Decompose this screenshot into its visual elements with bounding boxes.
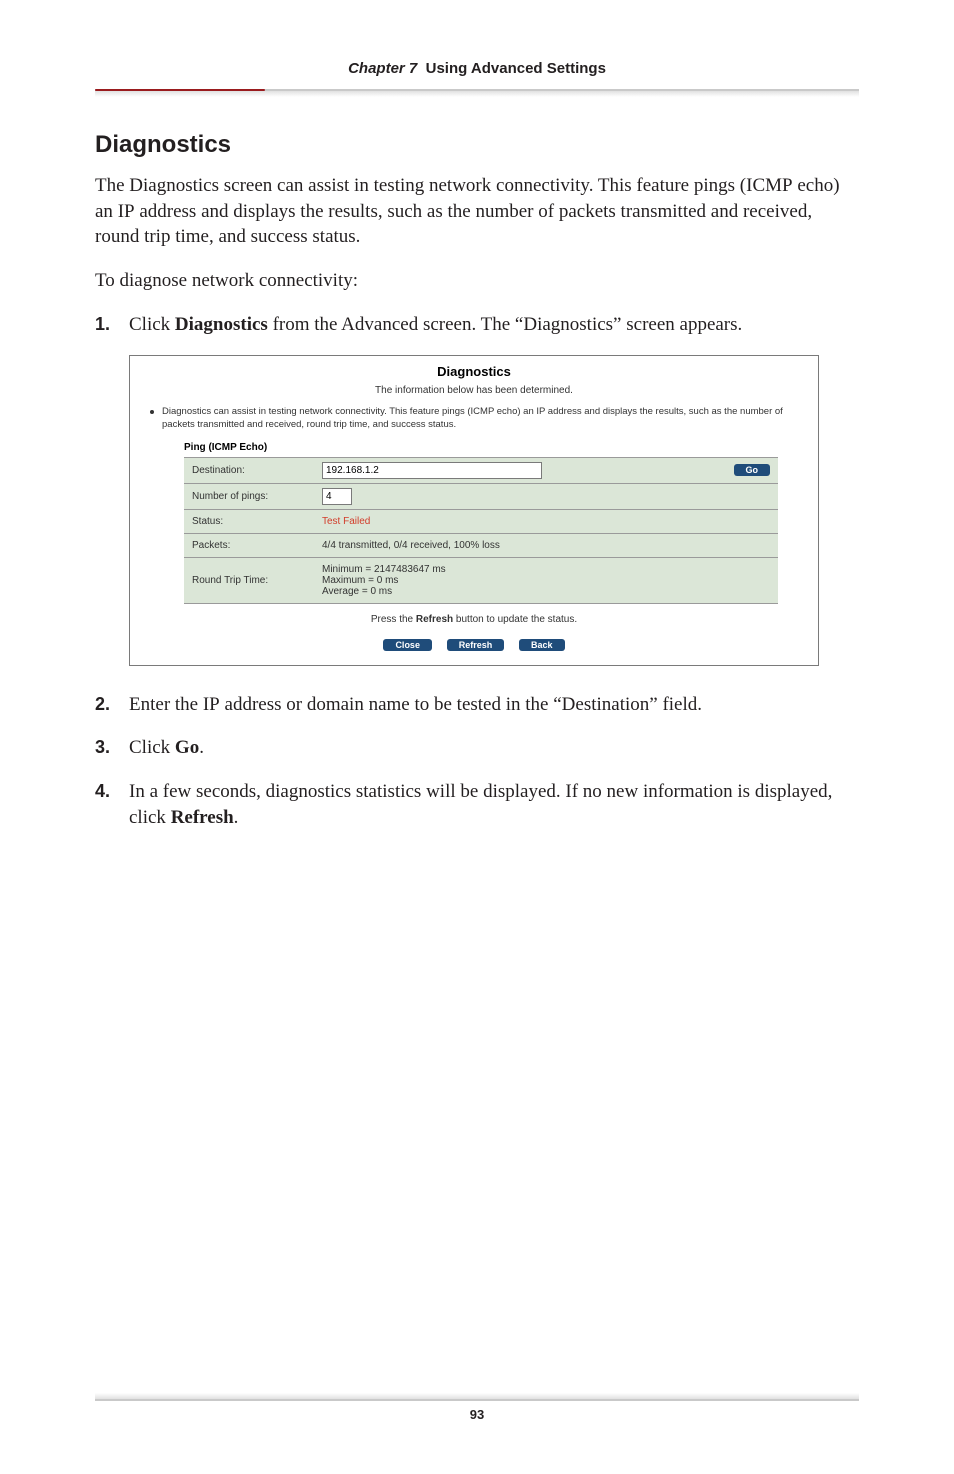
page-footer: 93 [0, 1393, 954, 1422]
destination-input[interactable] [322, 462, 542, 479]
refresh-button[interactable]: Refresh [447, 639, 505, 651]
row-status: Status: Test Failed [184, 510, 778, 534]
diag-subtitle: The information below has been determine… [130, 379, 818, 406]
label-packets: Packets: [192, 540, 322, 551]
row-destination: Destination: Go [184, 458, 778, 484]
close-button[interactable]: Close [383, 639, 432, 651]
step-text: Enter the IP address or domain name to b… [129, 692, 859, 718]
label-status: Status: [192, 516, 322, 527]
rtt-value: Minimum = 2147483647 ms Maximum = 0 ms A… [322, 564, 770, 597]
chapter-title: Using Advanced Settings [426, 60, 606, 77]
step-text: Click Diagnostics from the Advanced scre… [129, 312, 859, 338]
step-1: 1. Click Diagnostics from the Advanced s… [95, 312, 859, 338]
diag-button-row: Close Refresh Back [130, 633, 818, 651]
header-rule [95, 89, 859, 97]
step-text: In a few seconds, diagnostics statistics… [129, 779, 859, 830]
row-packets: Packets: 4/4 transmitted, 0/4 received, … [184, 534, 778, 558]
step-3: 3. Click Go. [95, 735, 859, 761]
diagnostics-figure: Diagnostics The information below has be… [95, 355, 859, 666]
diag-window-title: Diagnostics [130, 356, 818, 379]
row-num-pings: Number of pings: [184, 484, 778, 510]
step-number: 2. [95, 692, 129, 716]
step-number: 1. [95, 312, 129, 336]
page-number: 93 [0, 1407, 954, 1422]
step-text: Click Go. [129, 735, 859, 761]
intro-paragraph: The Diagnostics screen can assist in tes… [95, 173, 859, 250]
packets-value: 4/4 transmitted, 0/4 received, 100% loss [322, 540, 770, 551]
refresh-hint: Press the Refresh button to update the s… [130, 604, 818, 633]
step-4: 4. In a few seconds, diagnostics statist… [95, 779, 859, 830]
label-destination: Destination: [192, 465, 322, 476]
label-num-pings: Number of pings: [192, 491, 322, 502]
go-button[interactable]: Go [734, 464, 771, 476]
ping-section-header: Ping (ICMP Echo) [130, 432, 818, 457]
label-rtt: Round Trip Time: [192, 575, 322, 586]
status-value: Test Failed [322, 516, 770, 527]
diag-description: Diagnostics can assist in testing networ… [130, 406, 818, 432]
row-rtt: Round Trip Time: Minimum = 2147483647 ms… [184, 558, 778, 604]
step-number: 3. [95, 735, 129, 759]
back-button[interactable]: Back [519, 639, 565, 651]
chapter-label: Chapter 7 [348, 60, 417, 77]
step-2: 2. Enter the IP address or domain name t… [95, 692, 859, 718]
ping-table: Destination: Go Number of pings: Status:… [184, 457, 778, 604]
num-pings-input[interactable] [322, 488, 352, 505]
lead-line: To diagnose network connectivity: [95, 268, 859, 294]
step-number: 4. [95, 779, 129, 803]
section-heading: Diagnostics [95, 131, 859, 159]
running-header: Chapter 7 Using Advanced Settings [95, 60, 859, 89]
